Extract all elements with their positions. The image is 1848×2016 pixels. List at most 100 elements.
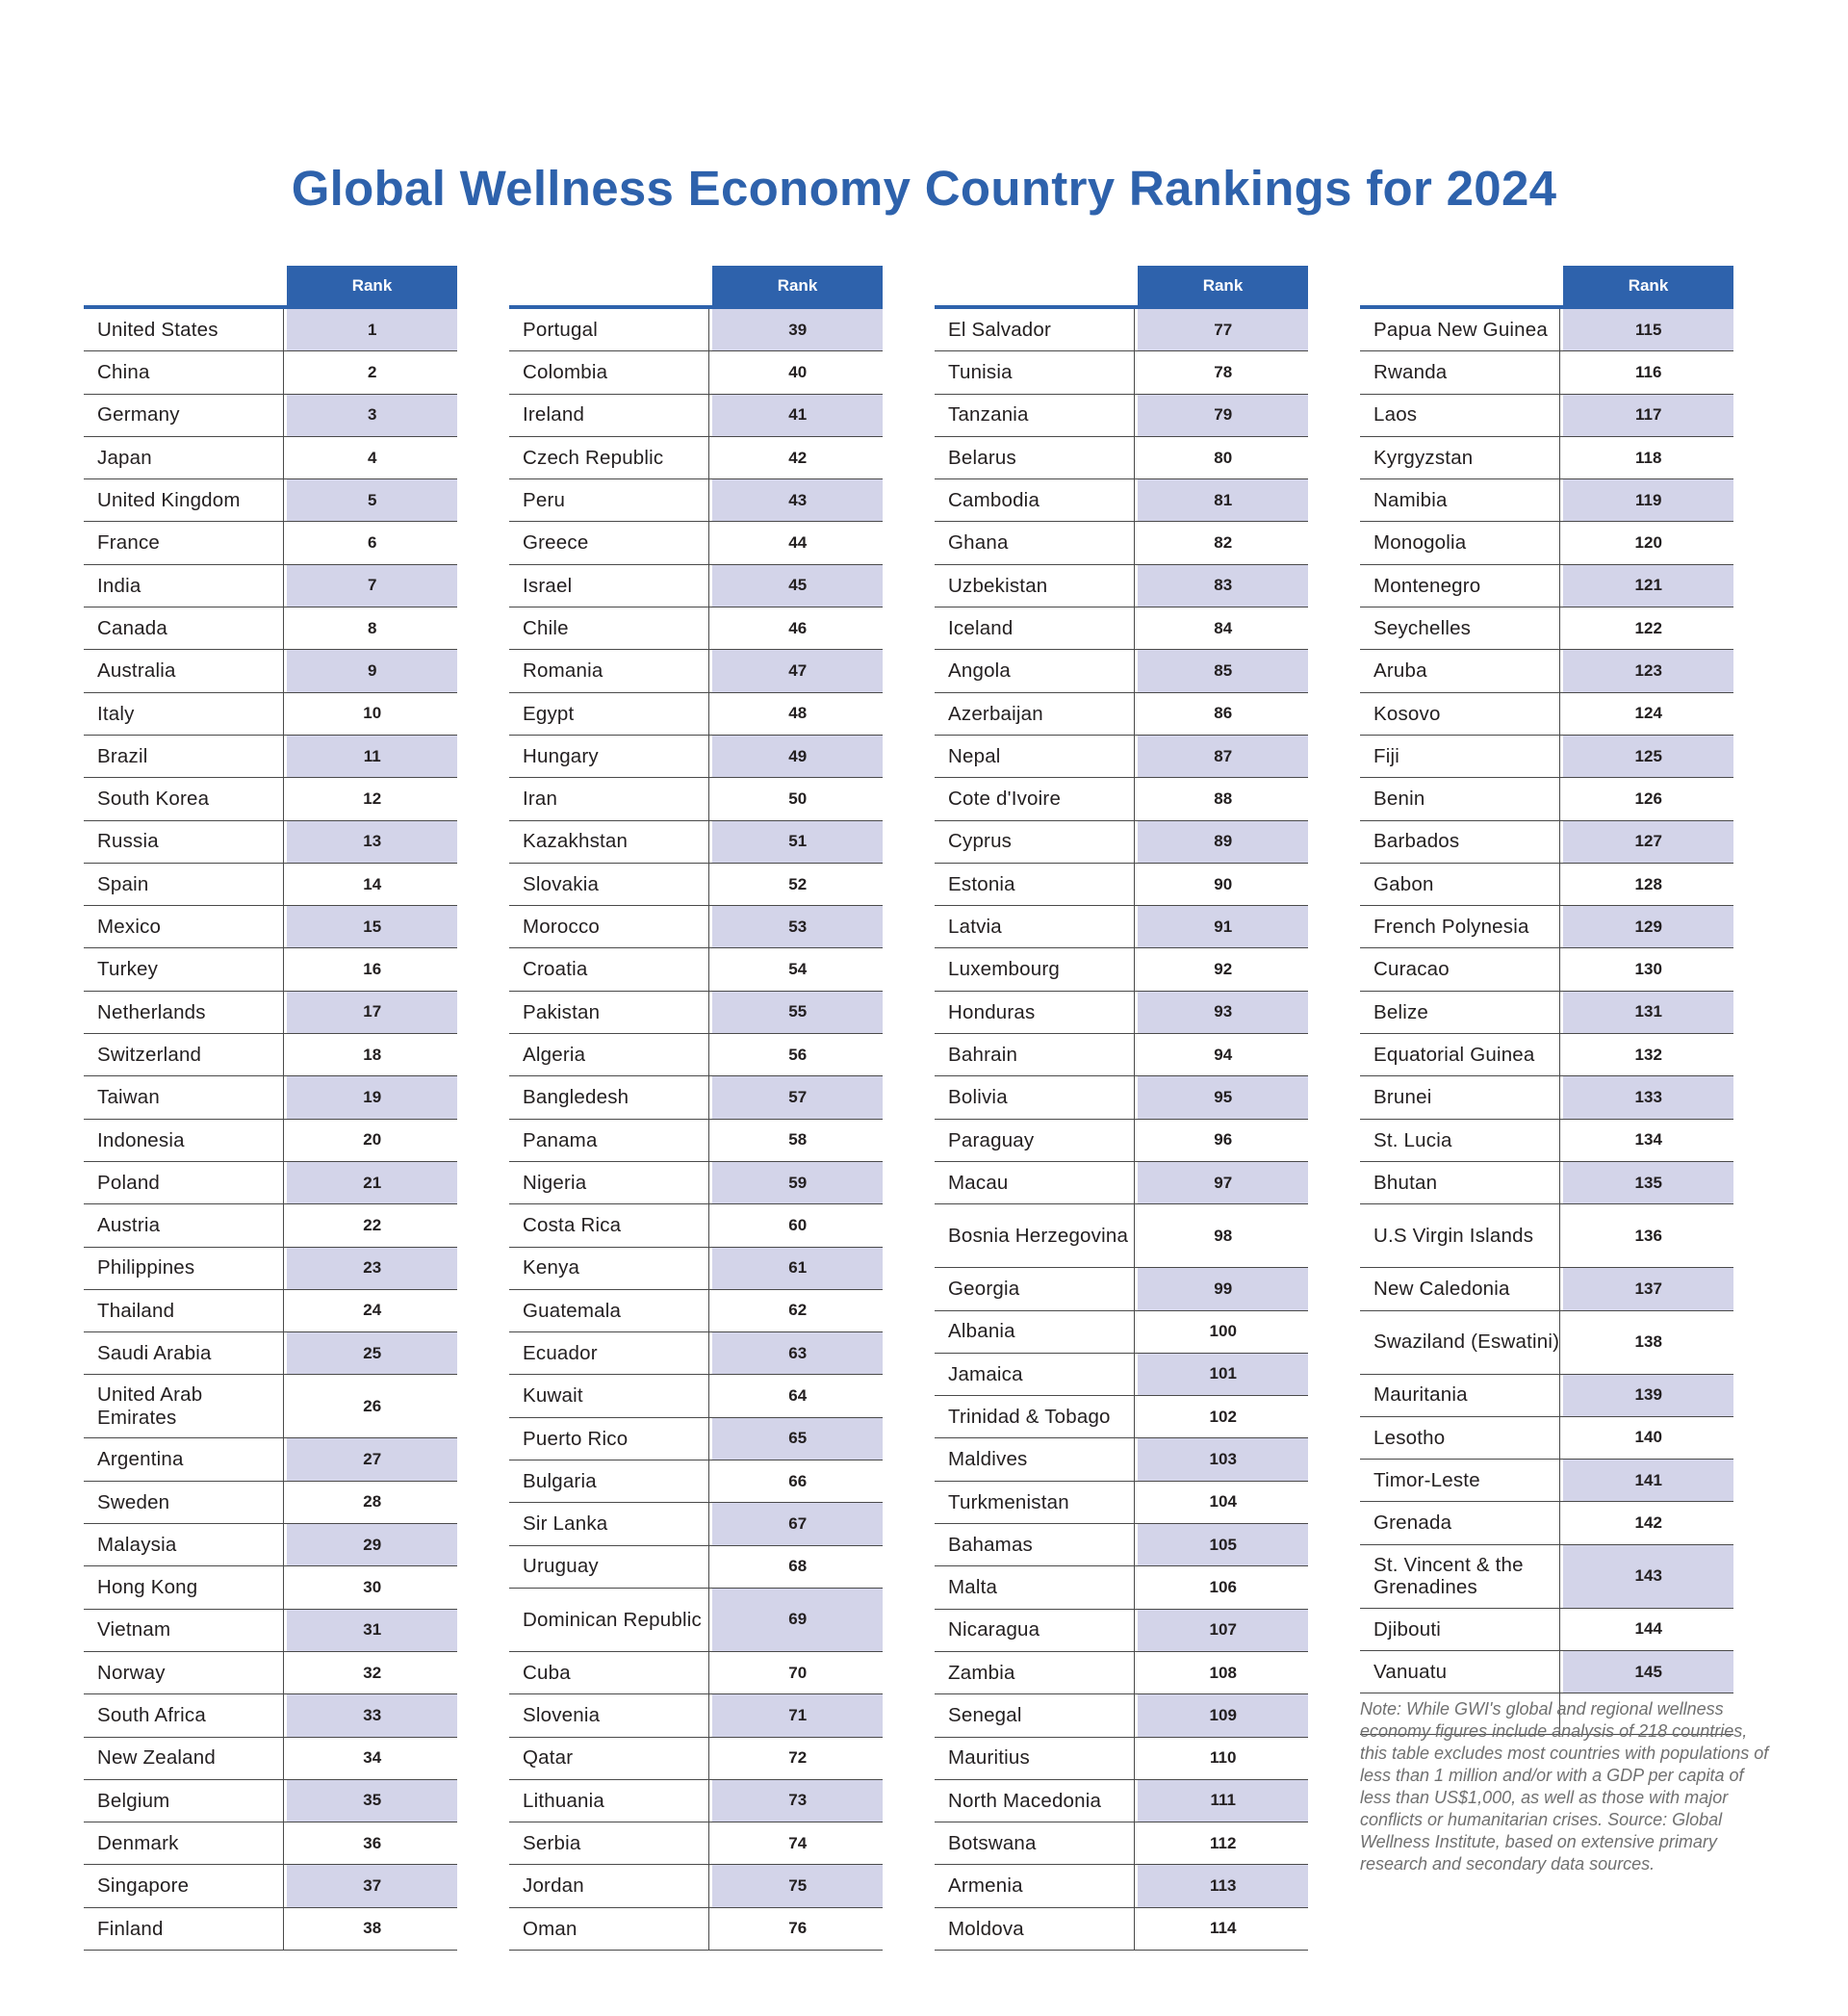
table-row: Portugal 39 [509,309,883,352]
table-row: Zambia 108 [935,1651,1308,1695]
rank-value: 82 [1214,533,1233,553]
table-row: Senegal 109 [935,1694,1308,1738]
table-row: Canada 8 [84,607,457,651]
table-row: Lesotho 140 [1360,1416,1733,1460]
country-name: Slovenia [509,1694,710,1737]
country-name: Bulgaria [509,1460,710,1503]
rank-value: 55 [712,991,883,1034]
table-row: Italy 10 [84,692,457,736]
table-row: Tunisia 78 [935,351,1308,395]
country-name: Senegal [935,1694,1136,1737]
country-name: Maldives [935,1438,1136,1481]
table-row: Mexico 15 [84,906,457,949]
table-row: Poland 21 [84,1161,457,1205]
table-row: Romania 47 [509,650,883,693]
country-name: Swaziland (Eswatini) [1360,1310,1561,1374]
rank-value: 121 [1563,564,1733,607]
table-row: Turkmenistan 104 [935,1481,1308,1525]
rank-value: 66 [788,1471,808,1490]
country-name: Kenya [509,1247,710,1289]
country-name: St. Lucia [1360,1119,1561,1161]
country-name: Hong Kong [84,1566,285,1609]
table-row: St. Lucia 134 [1360,1119,1733,1162]
country-name: Brazil [84,735,285,778]
rank-header: Rank [1563,266,1733,305]
table-row: Belize 131 [1360,991,1733,1035]
table-row: Greece 44 [509,522,883,565]
rank-value: 123 [1563,650,1733,692]
rank-value: 133 [1563,1076,1733,1119]
country-name: Ghana [935,522,1136,564]
rows: United States 1 China 2 Germany 3 Japan 4 United… [84,309,457,1951]
country-name: Taiwan [84,1076,285,1119]
country-name: United Kingdom [84,479,285,522]
rank-value: 15 [287,906,457,948]
rank-value: 77 [1138,309,1308,351]
table-row: Belarus 80 [935,436,1308,480]
country-name: Poland [84,1161,285,1204]
table-row: Curacao 130 [1360,948,1733,992]
rank-value: 3 [287,394,457,436]
country-name: Slovakia [509,863,710,906]
country-name: Grenada [1360,1502,1561,1544]
country-name: Bahamas [935,1524,1136,1566]
country-name: Montenegro [1360,564,1561,607]
rank-value: 111 [1138,1779,1308,1822]
country-name: Mexico [84,906,285,948]
country-name: Brunei [1360,1076,1561,1119]
rank-value: 125 [1563,735,1733,778]
country-name: Nigeria [509,1161,710,1204]
rank-value: 80 [1214,448,1233,467]
rank-value: 19 [287,1076,457,1119]
table-row: Qatar 72 [509,1737,883,1780]
country-name: Iceland [935,607,1136,650]
rank-value: 72 [788,1748,808,1768]
table-row: Sweden 28 [84,1481,457,1525]
table-row: Panama 58 [509,1119,883,1162]
table-row: United Arab Emirates 26 [84,1375,457,1439]
country-name: Lesotho [1360,1416,1561,1460]
rank-value: 138 [1634,1332,1662,1352]
country-name: North Macedonia [935,1779,1136,1822]
table-row: Djibouti 144 [1360,1608,1733,1652]
rank-value: 52 [788,874,808,893]
table-row: Uruguay 68 [509,1545,883,1589]
table-row: Swaziland (Eswatini) 138 [1360,1310,1733,1375]
rank-value: 98 [1214,1226,1233,1245]
country-name: Russia [84,820,285,863]
table-row: Nepal 87 [935,735,1308,779]
rank-value: 56 [788,1045,808,1064]
table-row: Barbados 127 [1360,820,1733,864]
rank-value: 145 [1563,1651,1733,1693]
rank-value: 118 [1635,448,1662,467]
ranking-column-1: Rank United States 1 China 2 Germany 3 Japan 4 U… [84,266,457,1951]
table-row: Estonia 90 [935,863,1308,907]
footnote: Note: While GWI's global and regional we… [1360,1699,1769,1874]
table-row: Namibia 119 [1360,479,1733,523]
table-row: New Caledonia 137 [1360,1268,1733,1311]
table-row: Malta 106 [935,1566,1308,1610]
table-row: China 2 [84,351,457,395]
table-row: Russia 13 [84,820,457,864]
rank-value: 94 [1214,1045,1233,1064]
country-name: New Zealand [84,1737,285,1779]
country-name: Vietnam [84,1609,285,1651]
country-name: Switzerland [84,1034,285,1076]
country-name: Germany [84,394,285,436]
table-row: Angola 85 [935,650,1308,693]
table-row: Hungary 49 [509,735,883,779]
country-name: Nepal [935,735,1136,778]
country-name: Djibouti [1360,1608,1561,1651]
rank-value: 101 [1138,1353,1308,1396]
rank-value: 128 [1634,874,1662,893]
rank-value: 119 [1563,479,1733,522]
rank-value: 106 [1209,1577,1237,1596]
rank-value: 61 [712,1247,883,1289]
table-row: Jamaica 101 [935,1353,1308,1397]
country-name: Mauritania [1360,1374,1561,1416]
rank-value: 32 [363,1663,382,1682]
country-name: Argentina [84,1438,285,1481]
country-name: South Africa [84,1694,285,1737]
country-name: Sir Lanka [509,1503,710,1545]
rank-value: 38 [363,1919,382,1938]
